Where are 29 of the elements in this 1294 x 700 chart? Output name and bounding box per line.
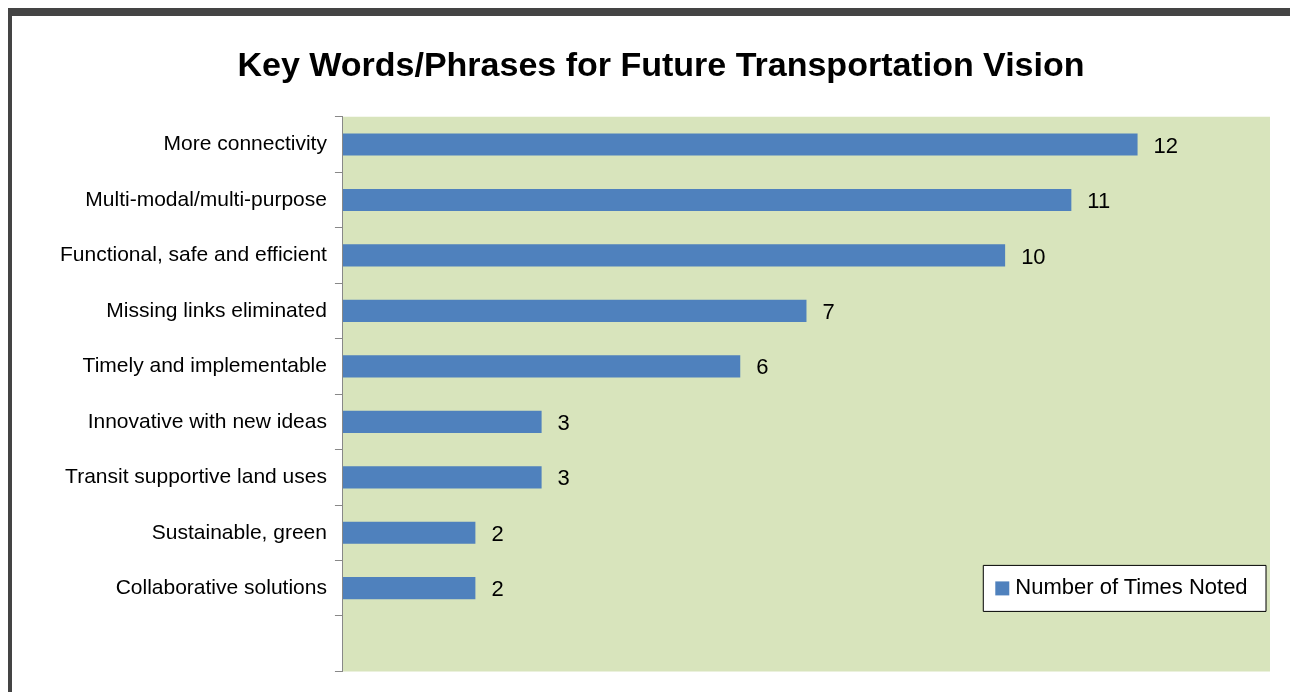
bar <box>342 577 476 600</box>
data-label: 7 <box>822 298 835 324</box>
y-tick-label: Collaborative solutions <box>115 575 327 599</box>
data-label: 3 <box>557 465 570 491</box>
bar <box>342 521 476 544</box>
bar <box>342 355 741 378</box>
data-label: 2 <box>491 576 504 602</box>
bar <box>342 466 542 489</box>
bar <box>342 188 1072 212</box>
bar <box>342 410 542 433</box>
legend-label: Number of Times Noted <box>1015 574 1248 600</box>
y-tick-label: Timely and implementable <box>82 353 327 377</box>
y-tick-label: Transit supportive land uses <box>65 464 327 488</box>
y-tick-label: More connectivity <box>163 131 328 155</box>
y-tick-label: Sustainable, green <box>151 519 327 543</box>
y-tick-label: Missing links eliminated <box>106 297 327 321</box>
y-tick-label: Functional, safe and efficient <box>60 242 328 266</box>
data-label: 6 <box>756 354 769 380</box>
bar <box>342 299 807 322</box>
data-label: 2 <box>491 520 504 546</box>
y-tick-label: Multi-modal/multi-purpose <box>85 186 327 210</box>
data-label: 11 <box>1087 188 1111 214</box>
bar <box>342 133 1138 156</box>
bar <box>342 244 1006 267</box>
data-label: 3 <box>557 409 570 435</box>
data-label: 12 <box>1153 132 1179 158</box>
data-label: 10 <box>1021 243 1046 269</box>
y-tick-label: Innovative with new ideas <box>87 408 327 432</box>
chart-title: Key Words/Phrases for Future Transportation Vision <box>237 44 1085 83</box>
